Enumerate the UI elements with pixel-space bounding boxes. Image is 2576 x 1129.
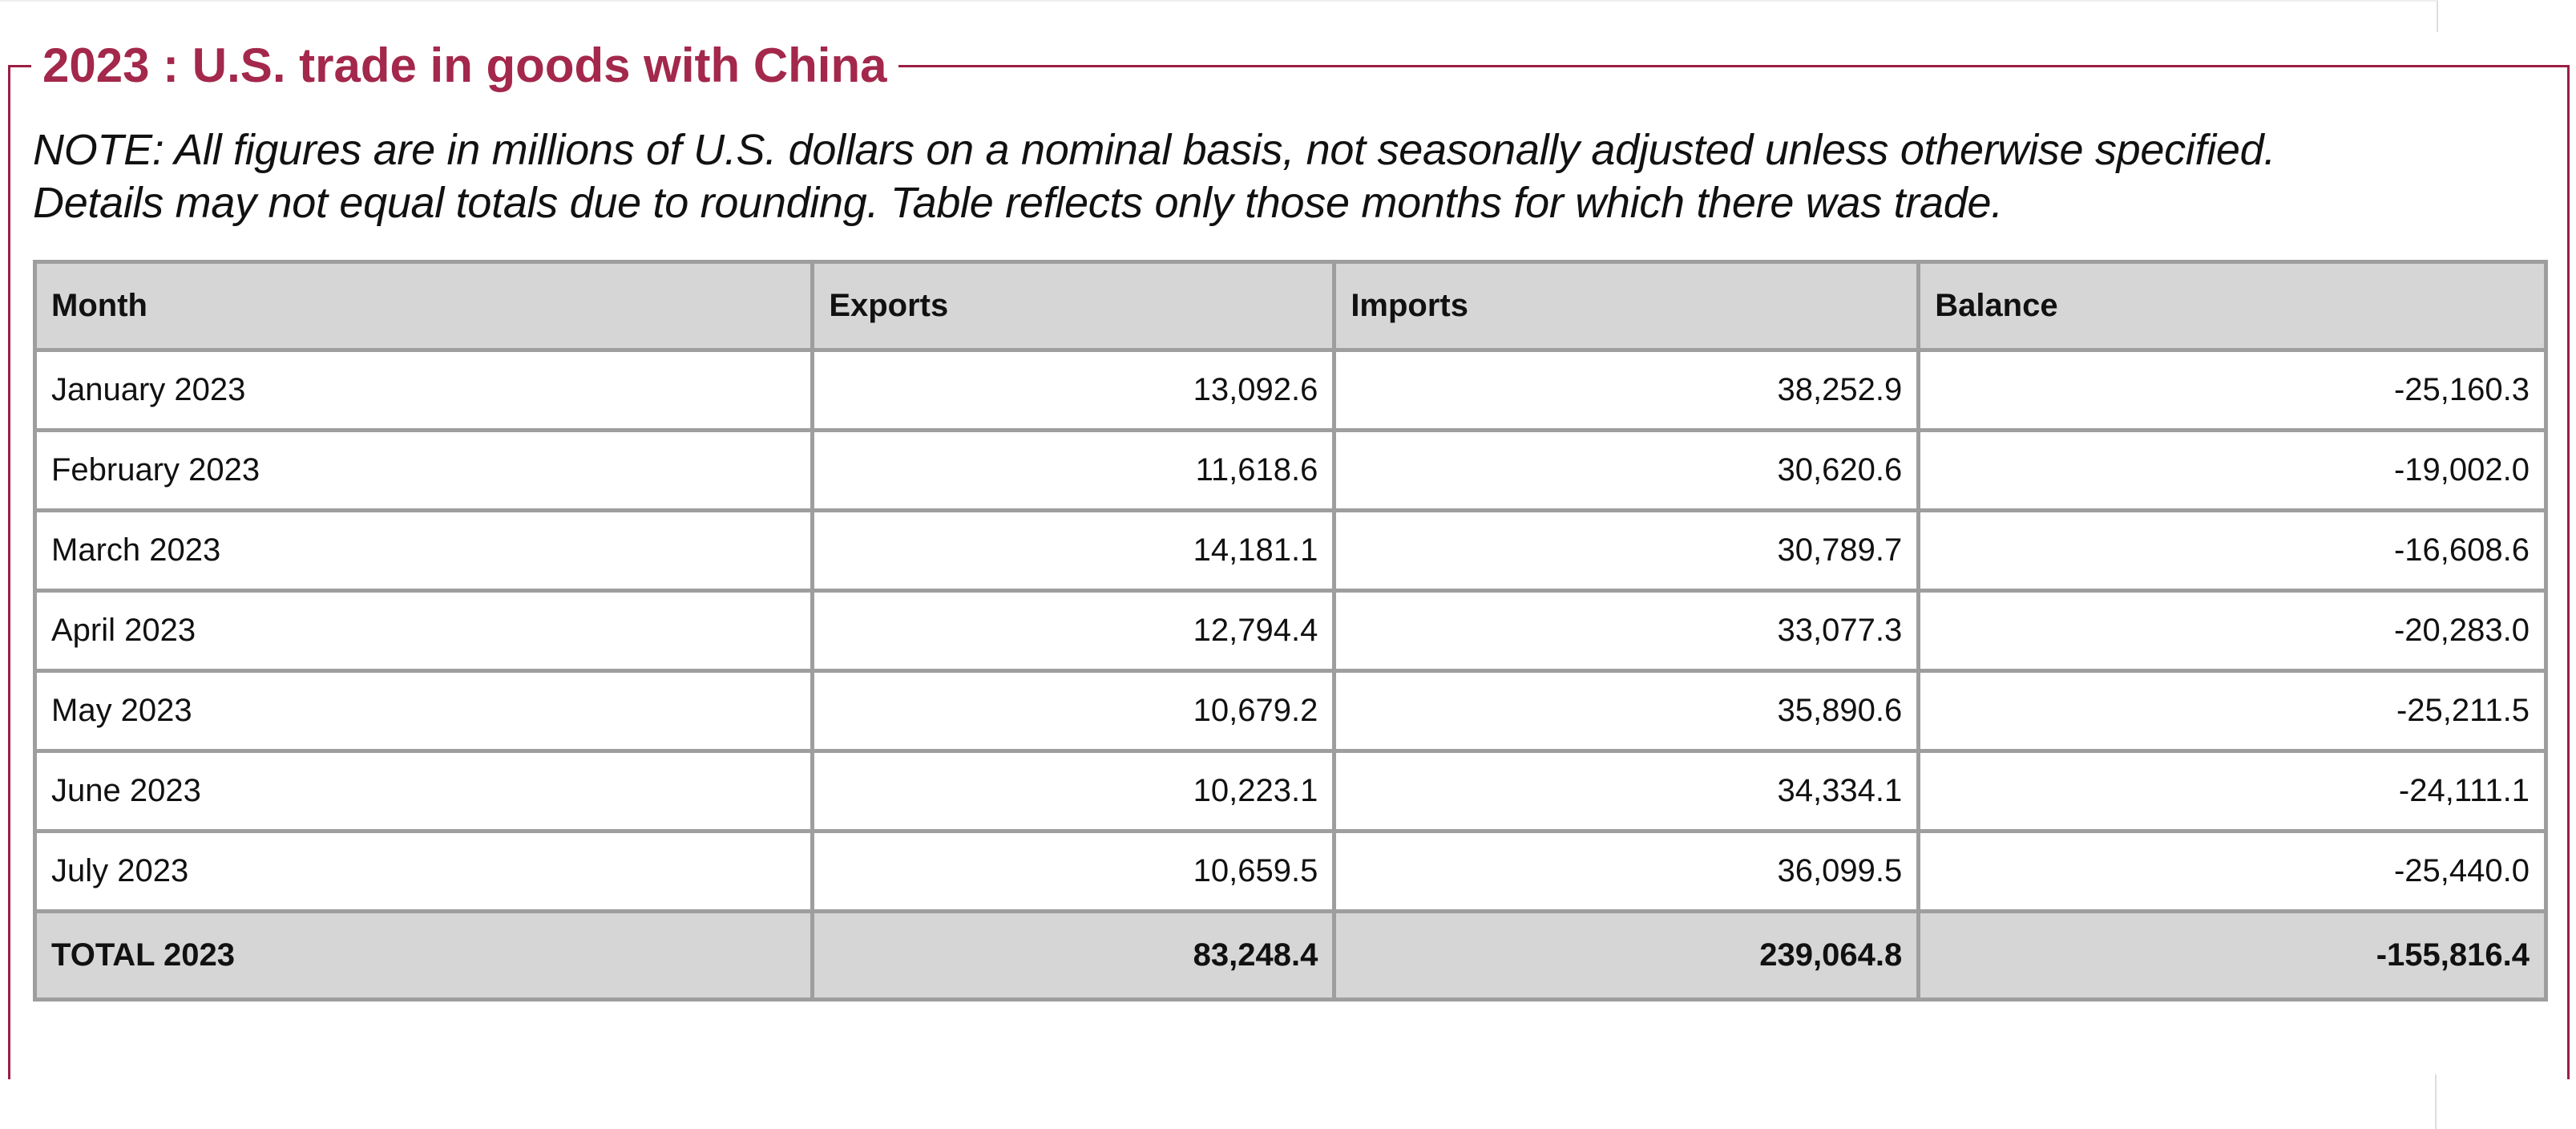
table-row: April 2023 12,794.4 33,077.3 -20,283.0	[32, 589, 2548, 673]
cell-imports: 34,334.1	[1332, 749, 1921, 833]
cell-imports: 30,620.6	[1332, 428, 1921, 512]
note-line-2: Details may not equal totals due to roun…	[33, 179, 2003, 227]
cell-imports: 38,252.9	[1332, 348, 1921, 432]
cell-exports: 11,618.6	[810, 428, 1337, 512]
table-total-row: TOTAL 2023 83,248.4 239,064.8 -155,816.4	[32, 909, 2548, 1002]
trade-table: Month Exports Imports Balance January 20…	[32, 260, 2548, 1002]
cell-month: April 2023	[32, 589, 815, 673]
cell-exports: 10,679.2	[810, 669, 1337, 753]
header-month: Month	[32, 260, 815, 352]
header-balance: Balance	[1916, 260, 2548, 352]
note-line-1: NOTE: All figures are in millions of U.S…	[33, 126, 2276, 174]
table-row: January 2023 13,092.6 38,252.9 -25,160.3	[32, 348, 2548, 432]
cell-exports: 10,223.1	[810, 749, 1337, 833]
cell-month: May 2023	[32, 669, 815, 753]
cell-month: March 2023	[32, 508, 815, 593]
table-row: May 2023 10,679.2 35,890.6 -25,211.5	[32, 669, 2548, 753]
note-text: NOTE: All figures are in millions of U.S…	[33, 123, 2551, 229]
table-header-row: Month Exports Imports Balance	[32, 260, 2548, 352]
top-frame-line	[0, 0, 2438, 32]
cell-month: June 2023	[32, 749, 815, 833]
total-imports: 239,064.8	[1332, 909, 1921, 1002]
cell-exports: 10,659.5	[810, 829, 1337, 913]
total-balance: -155,816.4	[1916, 909, 2548, 1002]
cell-balance: -24,111.1	[1916, 749, 2548, 833]
table-row: February 2023 11,618.6 30,620.6 -19,002.…	[32, 428, 2548, 512]
header-imports: Imports	[1332, 260, 1921, 352]
header-exports: Exports	[810, 260, 1337, 352]
total-month: TOTAL 2023	[32, 909, 815, 1002]
cell-month: February 2023	[32, 428, 815, 512]
bottom-frame-line	[2435, 1074, 2437, 1129]
cell-exports: 14,181.1	[810, 508, 1337, 593]
cell-exports: 12,794.4	[810, 589, 1337, 673]
trade-panel: 2023 : U.S. trade in goods with China NO…	[8, 37, 2570, 1079]
cell-balance: -20,283.0	[1916, 589, 2548, 673]
table-row: June 2023 10,223.1 34,334.1 -24,111.1	[32, 749, 2548, 833]
cell-balance: -25,211.5	[1916, 669, 2548, 753]
total-exports: 83,248.4	[810, 909, 1337, 1002]
cell-month: July 2023	[32, 829, 815, 913]
cell-month: January 2023	[32, 348, 815, 432]
cell-imports: 30,789.7	[1332, 508, 1921, 593]
cell-balance: -19,002.0	[1916, 428, 2548, 512]
cell-imports: 35,890.6	[1332, 669, 1921, 753]
cell-exports: 13,092.6	[810, 348, 1337, 432]
cell-imports: 33,077.3	[1332, 589, 1921, 673]
table-row: July 2023 10,659.5 36,099.5 -25,440.0	[32, 829, 2548, 913]
cell-balance: -25,440.0	[1916, 829, 2548, 913]
cell-imports: 36,099.5	[1332, 829, 1921, 913]
cell-balance: -16,608.6	[1916, 508, 2548, 593]
panel-title: 2023 : U.S. trade in goods with China	[42, 38, 887, 92]
cell-balance: -25,160.3	[1916, 348, 2548, 432]
table-row: March 2023 14,181.1 30,789.7 -16,608.6	[32, 508, 2548, 593]
